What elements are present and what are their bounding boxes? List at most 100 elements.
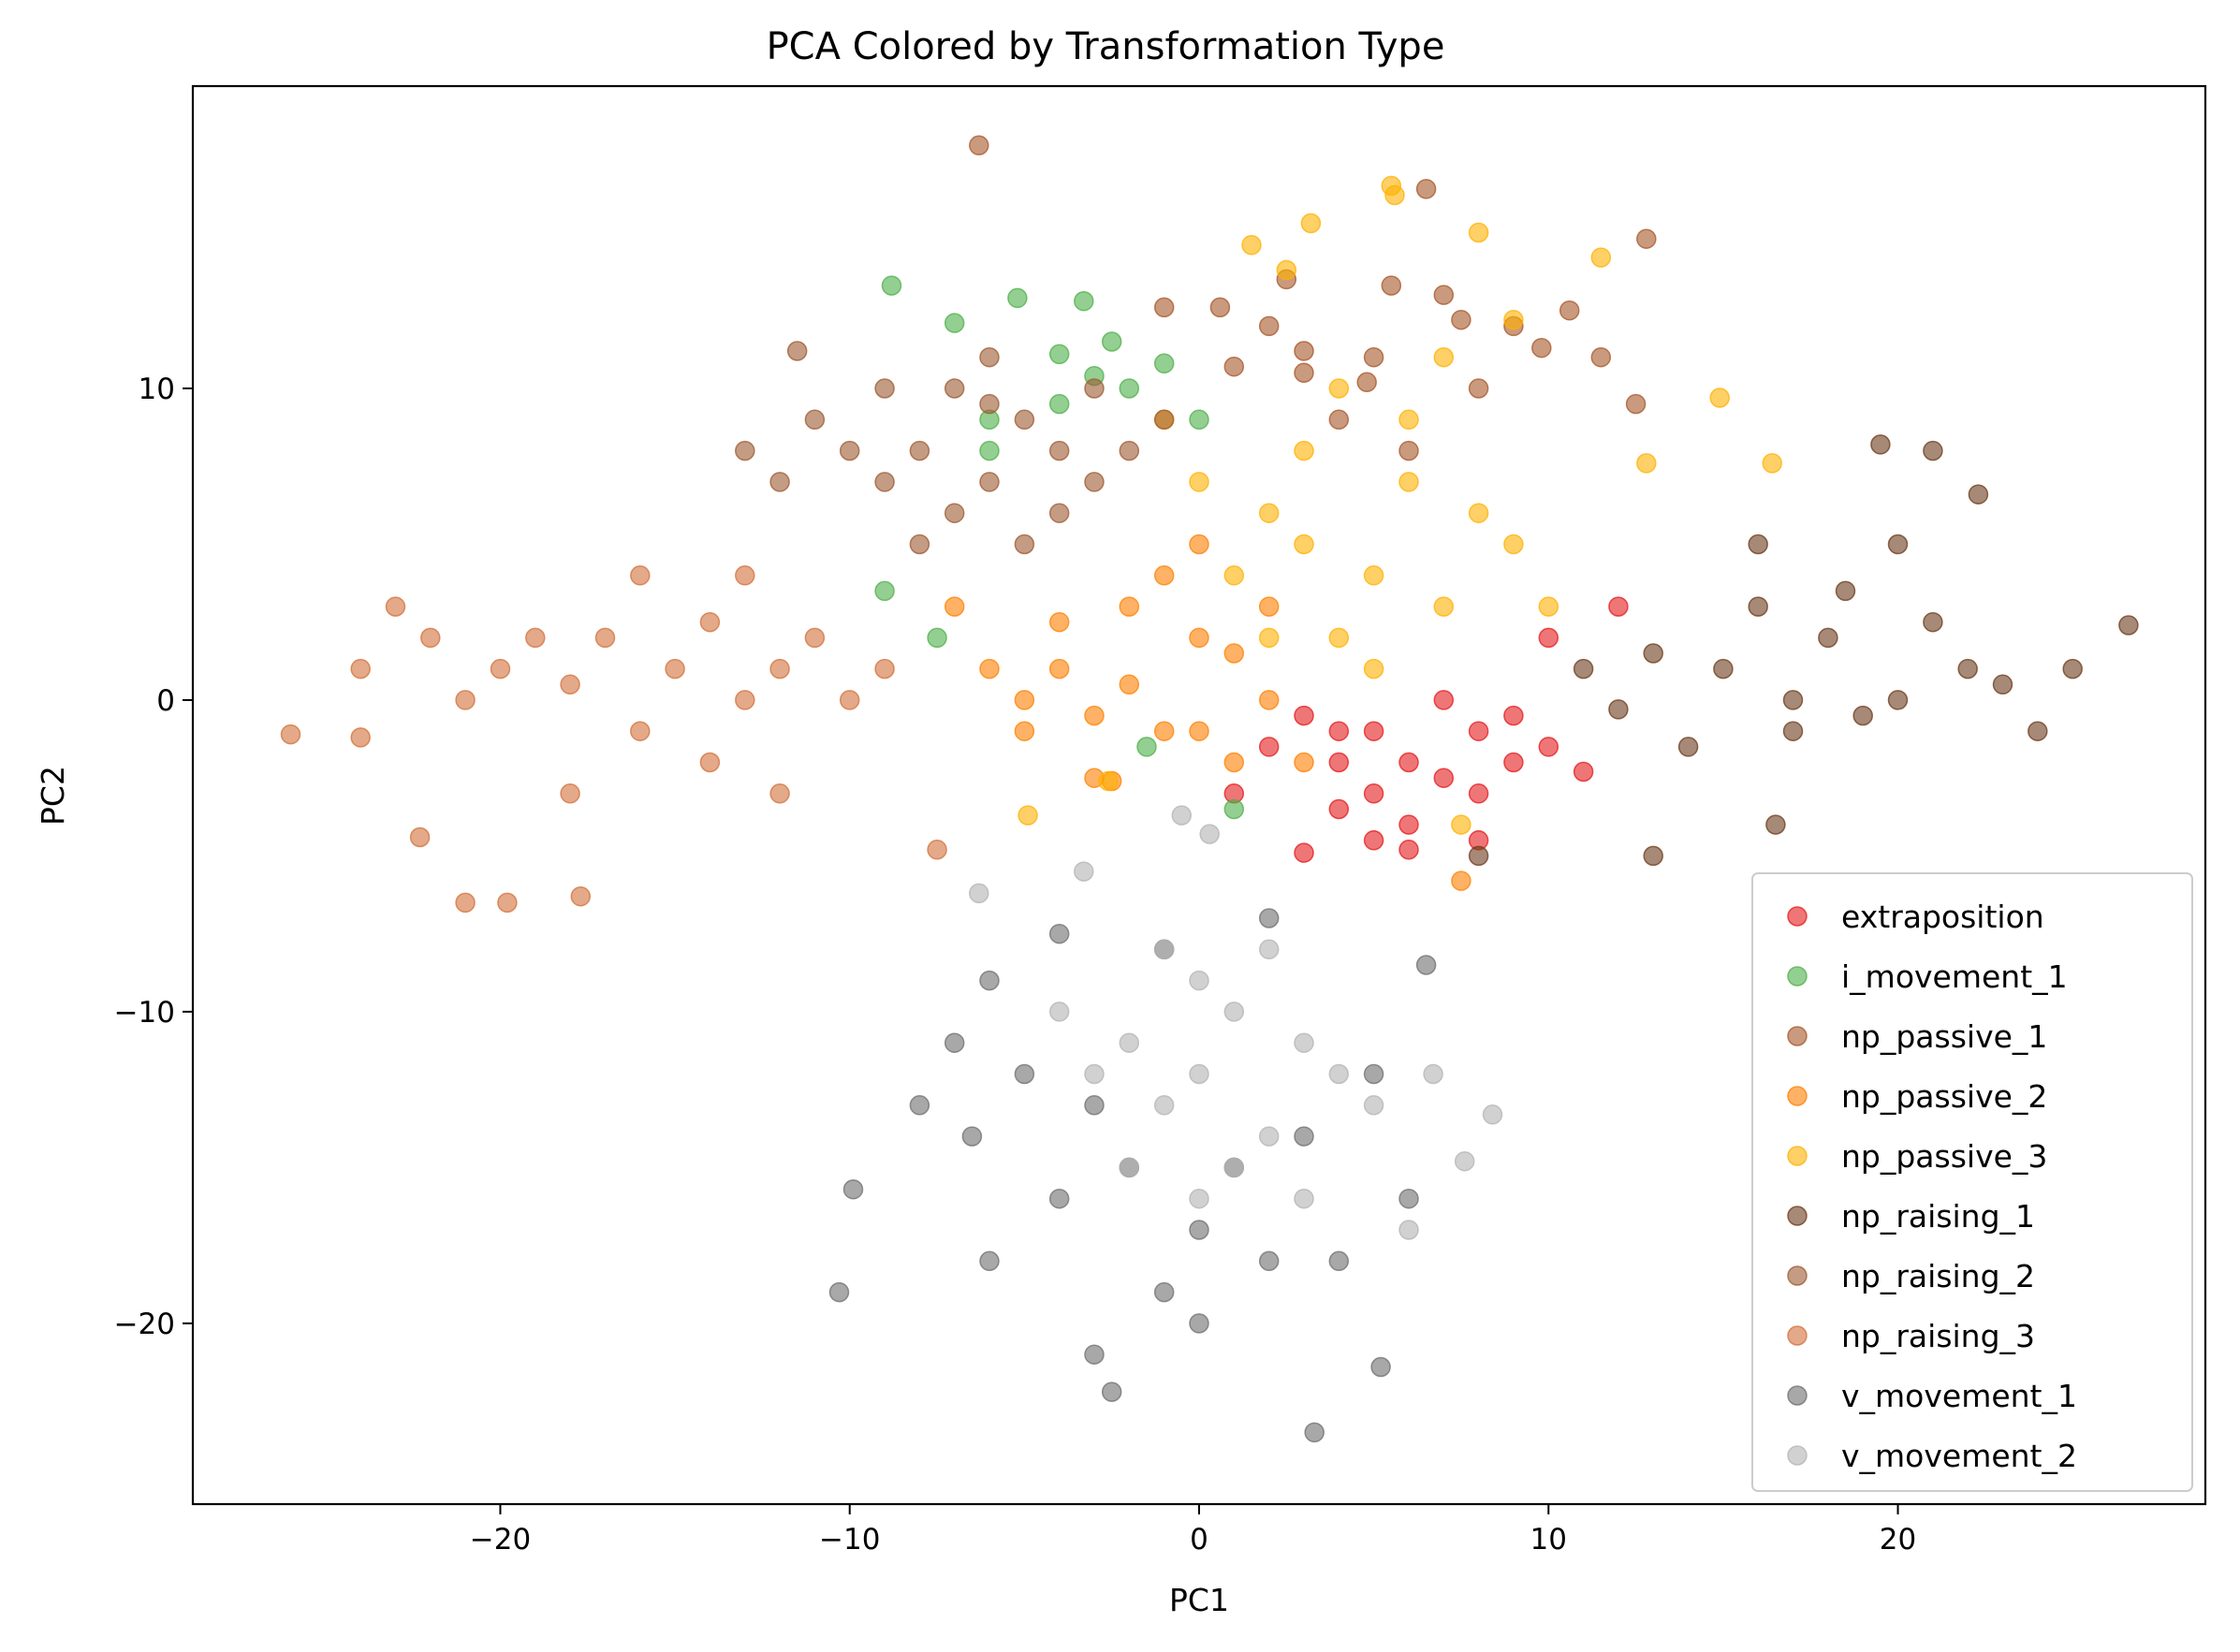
point: [1468, 721, 1489, 741]
point: [979, 970, 1000, 991]
point: [1119, 674, 1140, 695]
point: [455, 892, 476, 914]
point: [1765, 814, 1786, 835]
point: [874, 378, 895, 399]
legend-marker: [1787, 1086, 1808, 1106]
points-layer: [280, 135, 2139, 1443]
point: [1398, 440, 1419, 461]
point: [735, 440, 755, 461]
point: [1223, 1001, 1245, 1022]
point: [1014, 690, 1035, 710]
point: [560, 674, 580, 695]
point: [1153, 297, 1175, 318]
point: [1098, 770, 1119, 792]
point: [1468, 378, 1489, 399]
y-tick-label: 0: [156, 684, 175, 718]
point: [1538, 596, 1559, 617]
legend-marker: [1787, 1026, 1808, 1046]
point: [1294, 752, 1314, 773]
point: [1101, 1382, 1122, 1402]
point: [874, 472, 895, 492]
point: [1451, 814, 1471, 835]
legend-label: v_movement_2: [1841, 1438, 2077, 1474]
point: [769, 658, 790, 680]
point: [2118, 615, 2139, 636]
point: [2028, 721, 2048, 741]
point: [497, 892, 518, 914]
x-axis: −20 −10 0 10 20: [470, 1504, 1916, 1557]
point: [944, 596, 965, 617]
point: [1433, 690, 1455, 710]
point: [1048, 611, 1070, 633]
point: [1748, 534, 1768, 555]
legend-label: np_raising_2: [1841, 1258, 2035, 1294]
point: [1451, 309, 1471, 330]
point: [1153, 939, 1175, 960]
point: [1171, 805, 1193, 826]
point: [1258, 596, 1280, 617]
point: [1538, 627, 1559, 649]
point: [1328, 752, 1350, 773]
point: [927, 840, 947, 860]
point: [1276, 259, 1297, 281]
point: [1189, 627, 1209, 649]
point: [455, 690, 476, 710]
point: [1189, 721, 1209, 741]
point: [560, 783, 580, 804]
point: [1189, 1313, 1209, 1334]
point: [927, 627, 947, 649]
point: [1084, 472, 1105, 492]
series-v_movement_1: [828, 908, 1437, 1443]
point: [1433, 346, 1455, 368]
point: [350, 658, 371, 680]
point: [839, 440, 860, 461]
y-tick-label: −20: [114, 1308, 175, 1341]
legend-marker: [1787, 1206, 1808, 1226]
point: [1608, 596, 1629, 617]
point: [665, 658, 685, 680]
point: [1608, 699, 1629, 720]
point: [1328, 627, 1350, 649]
point: [1014, 1063, 1035, 1085]
point: [1363, 783, 1384, 804]
point: [944, 503, 965, 523]
point: [1762, 453, 1782, 474]
point: [1363, 658, 1384, 680]
point: [1241, 235, 1262, 256]
point: [1258, 1250, 1280, 1272]
point: [1223, 752, 1245, 773]
point: [1590, 346, 1612, 368]
point: [630, 721, 651, 741]
point: [909, 440, 930, 461]
point: [1923, 440, 1943, 461]
point: [1084, 1063, 1105, 1085]
point: [2062, 658, 2083, 680]
point: [350, 727, 371, 748]
x-tick-label: 20: [1880, 1523, 1916, 1557]
point: [570, 885, 592, 907]
point: [630, 565, 651, 586]
point: [1294, 705, 1314, 726]
point: [1074, 861, 1094, 882]
point: [979, 1250, 1000, 1272]
point: [1328, 1063, 1350, 1085]
chart-title: PCA Colored by Transformation Type: [767, 25, 1445, 68]
point: [1084, 1344, 1105, 1365]
legend-label: np_passive_1: [1841, 1018, 2047, 1055]
point: [1294, 842, 1314, 863]
point: [1048, 393, 1070, 415]
point: [874, 580, 895, 602]
series-np_passive_3: [1018, 175, 1782, 835]
point: [1294, 440, 1314, 461]
point: [1048, 503, 1070, 523]
point: [1482, 1104, 1503, 1125]
point: [1300, 212, 1322, 234]
point: [1209, 297, 1231, 318]
point: [1189, 472, 1209, 492]
point: [1014, 534, 1035, 555]
point: [1636, 453, 1657, 474]
point: [1119, 596, 1140, 617]
y-tick-label: −10: [114, 996, 175, 1030]
legend-marker: [1787, 906, 1808, 927]
